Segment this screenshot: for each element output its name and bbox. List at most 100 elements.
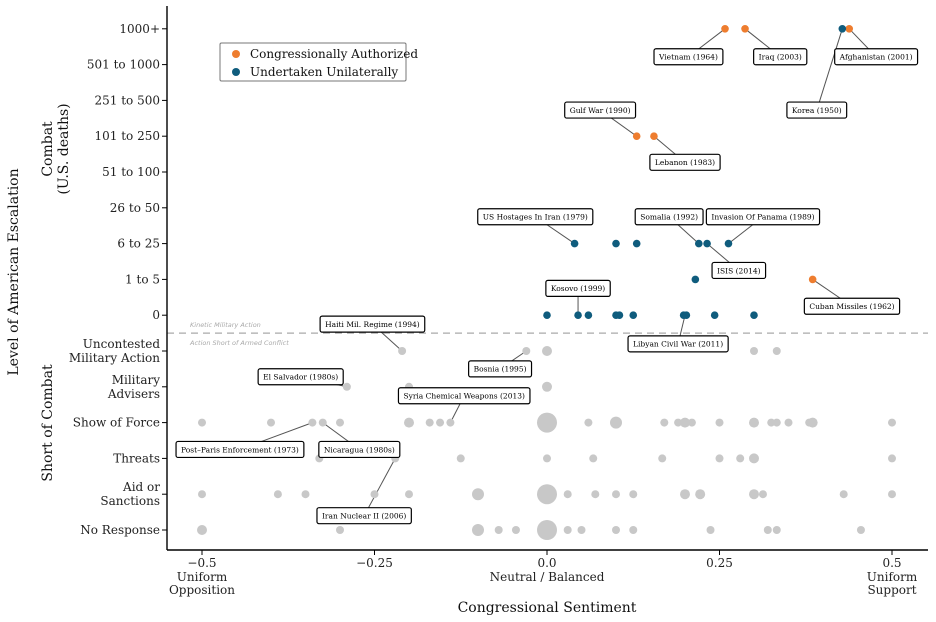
- callout-box: [545, 279, 611, 297]
- short-of-combat-point: [660, 418, 669, 427]
- y-tick-label: Military: [112, 373, 161, 387]
- callout-label: Cuban Missiles (1962): [809, 302, 894, 311]
- short-of-combat-point: [715, 418, 724, 427]
- short-of-combat-point: [629, 526, 638, 534]
- callout-box: [257, 368, 344, 386]
- callout-label: El Salvador (1980s): [263, 373, 338, 382]
- x-tick-label: 0.25: [706, 556, 733, 570]
- legend-label: Congressionally Authorized: [250, 47, 418, 61]
- callout: Gulf War (1990): [564, 101, 637, 119]
- short-of-combat-point: [577, 526, 586, 534]
- callout-label: Haiti Mil. Regime (1994): [325, 320, 420, 329]
- short-of-combat-point: [370, 490, 379, 499]
- callout-box: [653, 48, 724, 66]
- short-of-combat-point: [807, 417, 818, 428]
- short-of-combat-point: [888, 490, 896, 499]
- unilateral-point: [574, 311, 582, 320]
- short-of-combat-point: [198, 418, 206, 427]
- callout-box: [397, 387, 531, 405]
- unilateral-point: [710, 311, 719, 320]
- authorized-point: [808, 275, 817, 284]
- y-tick-label: 101 to 250: [95, 129, 160, 143]
- callout: Libyan Civil War (2011): [627, 335, 729, 353]
- x-axis-title: Congressional Sentiment: [458, 600, 637, 616]
- short-of-combat-point: [398, 347, 407, 355]
- short-of-combat-point: [342, 382, 351, 391]
- short-of-combat-point: [522, 347, 531, 355]
- short-of-combat-point: [767, 418, 776, 427]
- y-tick-label: Aid or: [122, 480, 160, 494]
- callout-box: [753, 48, 808, 66]
- callout-label: Post–Paris Enforcement (1973): [181, 445, 299, 454]
- short-of-combat-point: [472, 488, 484, 501]
- callout-label: Iran Nuclear II (2006): [322, 511, 406, 520]
- x-tick-sublabel: Support: [867, 583, 916, 597]
- short-of-combat-point: [706, 526, 715, 534]
- callout-box: [319, 315, 426, 333]
- short-of-combat-point: [511, 526, 520, 534]
- authorized-point: [845, 25, 854, 33]
- callout: Bosnia (1995): [468, 360, 533, 378]
- authorized-point: [632, 132, 641, 140]
- callout: Vietnam (1964): [653, 48, 724, 66]
- authorized-point: [741, 25, 749, 33]
- unilateral-point: [691, 275, 700, 284]
- y-tick-label: 26 to 50: [110, 201, 160, 215]
- callout: Haiti Mil. Regime (1994): [319, 315, 426, 333]
- callout-label: Somalia (1992): [640, 213, 698, 222]
- callout-label: Syria Chemical Weapons (2013): [403, 392, 525, 401]
- short-of-combat-point: [405, 490, 413, 499]
- y-tick-label: 1 to 5: [125, 272, 160, 286]
- short-of-combat-point: [772, 418, 781, 427]
- short-of-combat-point: [273, 490, 282, 499]
- short-of-combat-point: [695, 489, 706, 500]
- combat-group-label: Combat: [40, 121, 56, 177]
- unilateral-point: [615, 311, 624, 320]
- callout-label: Gulf War (1990): [570, 106, 631, 115]
- unilateral-point: [584, 311, 593, 320]
- callout: Iraq (2003): [753, 48, 808, 66]
- unilateral-point: [570, 239, 579, 248]
- y-tick-label: 501 to 1000: [87, 58, 160, 72]
- callout: ISIS (2014): [711, 261, 767, 280]
- divider-label-below: Action Short of Armed Conflict: [189, 339, 289, 347]
- short-of-combat-point: [456, 454, 465, 463]
- short-of-combat-point: [563, 490, 572, 499]
- short-of-combat-point: [674, 418, 683, 427]
- callout-label: Nicaragua (1980s): [324, 445, 395, 454]
- short-of-combat-group-label: Short of Combat: [40, 364, 56, 482]
- short-of-combat-point: [856, 526, 865, 534]
- x-tick-sublabel: Uniform: [867, 570, 918, 584]
- unilateral-point: [629, 311, 638, 320]
- short-of-combat-point: [839, 490, 848, 499]
- short-of-combat-point: [758, 490, 767, 499]
- unilateral-point: [695, 239, 703, 248]
- short-of-combat-point: [537, 520, 557, 540]
- short-of-combat-point: [888, 454, 896, 463]
- short-of-combat-point: [749, 417, 759, 428]
- short-of-combat-point: [749, 489, 759, 500]
- callout: Somalia (1992): [634, 208, 704, 226]
- callout-box: [786, 101, 848, 119]
- callout-label: Kosovo (1999): [551, 284, 605, 293]
- short-of-combat-point: [658, 454, 667, 463]
- authorized-point: [721, 25, 729, 33]
- callout-box: [564, 101, 637, 119]
- legend-swatch: [232, 50, 240, 58]
- legend-swatch: [232, 68, 240, 76]
- divider-label-above: Kinetic Military Action: [190, 321, 261, 329]
- short-of-combat-point: [542, 381, 552, 392]
- short-of-combat-point: [680, 417, 690, 428]
- y-tick-label: Advisers: [107, 387, 160, 401]
- callout-label: Lebanon (1983): [655, 158, 715, 167]
- short-of-combat-point: [336, 418, 344, 427]
- x-tick-label: 0.0: [537, 556, 556, 570]
- y-tick-label: 51 to 100: [102, 165, 160, 179]
- callout-label: Vietnam (1964): [658, 53, 718, 62]
- short-of-combat-point: [336, 526, 344, 534]
- y-tick-label: 6 to 25: [117, 237, 160, 251]
- x-tick-label: 0.5: [882, 556, 901, 570]
- unilateral-point: [612, 239, 620, 248]
- callout-label: Iraq (2003): [759, 53, 802, 62]
